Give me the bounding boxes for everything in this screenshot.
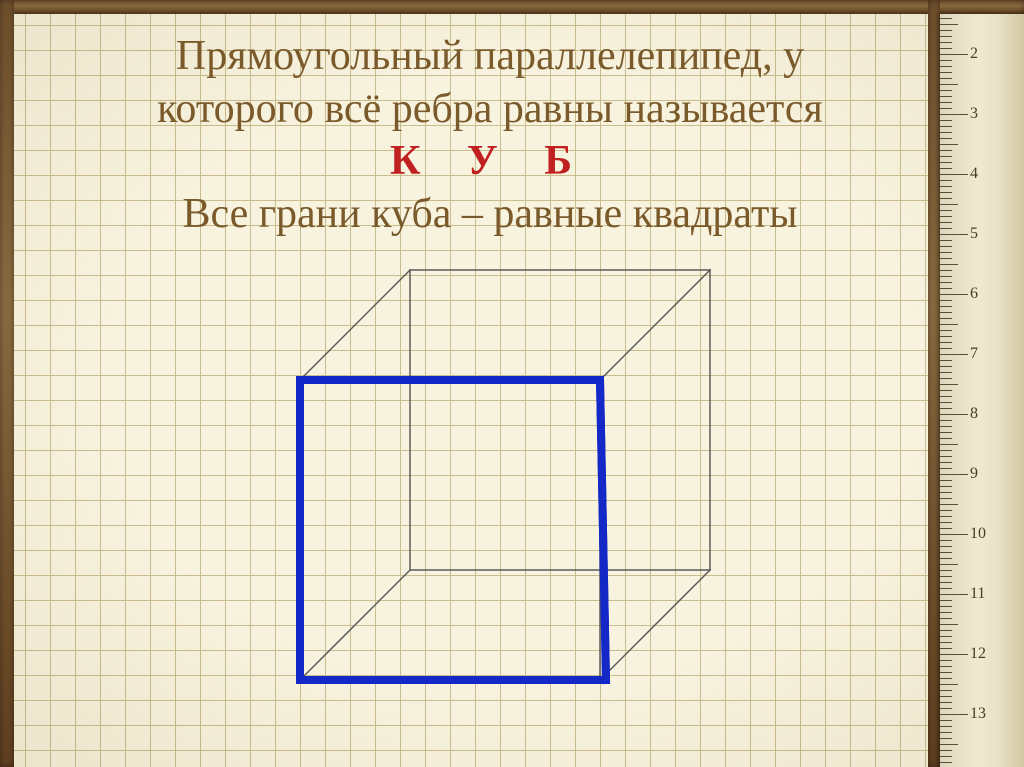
cube-diagram (280, 260, 720, 700)
frame-top-strip (0, 0, 1024, 14)
cube-svg (280, 260, 720, 700)
heading-line-1: Прямоугольный параллелепипед, у (40, 30, 940, 83)
heading-kub: К У Б (40, 135, 940, 188)
heading-line-2: которого всё ребра равны называется (40, 83, 940, 136)
heading-line-3: Все грани куба – равные квадраты (40, 188, 940, 241)
ruler-ticks: 2345678910111213 (940, 14, 1024, 767)
frame-left-strip (0, 0, 14, 767)
ruler: 2345678910111213 (940, 14, 1024, 767)
heading-block: Прямоугольный параллелепипед, у которого… (40, 30, 940, 240)
page: 2345678910111213 Прямоугольный параллеле… (0, 0, 1024, 767)
